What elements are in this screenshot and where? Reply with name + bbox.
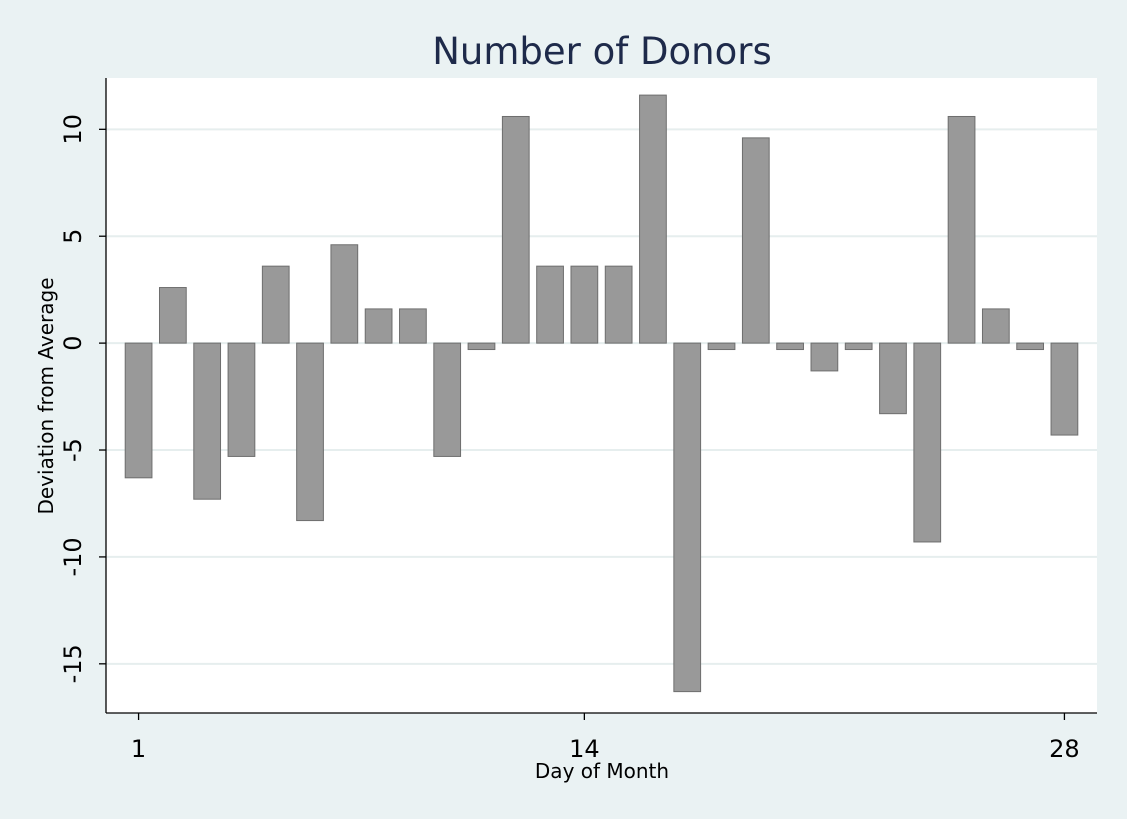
y-tick-label: -5 [59, 438, 87, 462]
bar [879, 342, 907, 415]
x-tick-label: 14 [569, 735, 600, 763]
x-tick-label: 1 [131, 735, 146, 763]
y-tick-label: 10 [59, 114, 87, 145]
bar [296, 342, 324, 522]
bar [947, 115, 976, 344]
bar [776, 342, 804, 351]
bar [570, 265, 599, 344]
x-tick-label: 28 [1049, 735, 1080, 763]
y-tick-label: 5 [59, 229, 87, 244]
bar [399, 308, 427, 344]
bar [913, 342, 942, 543]
chart-title: Number of Donors [432, 30, 772, 73]
bar [673, 342, 702, 693]
axes [105, 78, 1097, 714]
bar [158, 287, 187, 344]
bar [193, 342, 222, 500]
bar [433, 342, 462, 457]
bar [810, 342, 839, 372]
y-tick-label: -10 [59, 537, 87, 576]
bar [639, 94, 667, 344]
bar [844, 342, 873, 351]
bar [707, 342, 736, 351]
y-ticks: -15 -10 -5 0 5 10 [59, 114, 106, 683]
bar [981, 308, 1010, 344]
bar [227, 342, 256, 457]
y-tick-label: 0 [59, 335, 87, 350]
x-axis-label: Day of Month [535, 759, 669, 783]
bar [501, 115, 530, 344]
y-axis-label: Deviation from Average [34, 277, 58, 514]
bar [467, 342, 496, 351]
bar [364, 308, 393, 344]
bar [124, 342, 153, 479]
bar [261, 265, 290, 344]
bar [1050, 342, 1079, 436]
y-tick-label: -15 [59, 644, 87, 683]
bar [1016, 342, 1045, 351]
bar [604, 265, 633, 344]
x-ticks: 1 14 28 [131, 713, 1080, 763]
bar [536, 265, 564, 344]
bar [741, 137, 770, 344]
bars [124, 94, 1079, 693]
bar [330, 244, 359, 344]
